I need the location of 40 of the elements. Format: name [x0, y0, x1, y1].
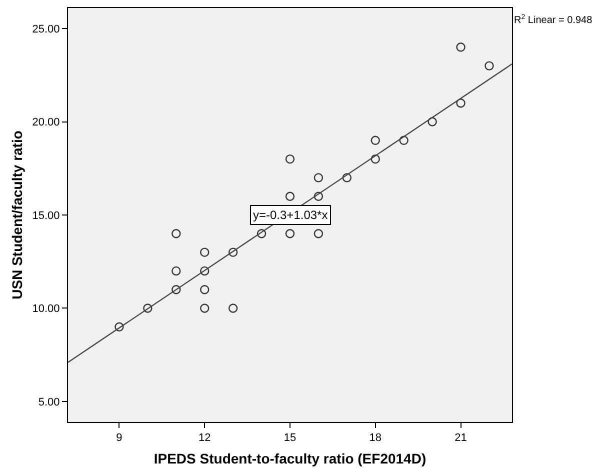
point	[172, 229, 181, 238]
y-tick-label: 5.00	[38, 396, 60, 408]
point	[399, 136, 408, 146]
x-tick-label: 9	[116, 432, 122, 444]
point	[172, 284, 181, 294]
point	[314, 229, 324, 238]
point	[172, 266, 181, 276]
point	[285, 229, 295, 238]
point	[143, 304, 152, 313]
point	[200, 248, 210, 257]
y-tick-label: 20.00	[32, 116, 60, 129]
x-axis-title: IPEDS Student-to-faculty ratio (EF2014D)	[154, 450, 426, 466]
point	[200, 284, 210, 294]
point	[114, 322, 124, 332]
point	[370, 154, 380, 164]
x-tick-label: 15	[284, 432, 296, 444]
point	[370, 136, 380, 146]
text: R$^{2}$ Linear = 0.948	[514, 14, 593, 26]
y-axis-title: USN Student/faculty ratio	[8, 130, 25, 300]
point	[456, 98, 466, 108]
y-tick-label: 15.00	[32, 210, 60, 222]
point	[200, 304, 210, 313]
y-tick-label: 10.00	[32, 303, 60, 316]
point	[342, 173, 352, 182]
point	[285, 154, 295, 164]
annotation: y=-0.3+1.03*x	[253, 208, 328, 222]
point	[200, 266, 210, 276]
x-tick-label: 12	[198, 432, 211, 444]
x-tick-label: 18	[369, 432, 382, 444]
point	[456, 42, 466, 52]
x-tick-label: 21	[454, 432, 467, 444]
point	[314, 192, 324, 201]
point	[228, 248, 238, 257]
point	[285, 192, 295, 201]
point	[256, 229, 266, 238]
y-tick-label: 25.00	[32, 23, 60, 36]
point	[314, 173, 324, 182]
point	[428, 117, 437, 126]
point	[228, 304, 238, 313]
point	[484, 61, 494, 70]
